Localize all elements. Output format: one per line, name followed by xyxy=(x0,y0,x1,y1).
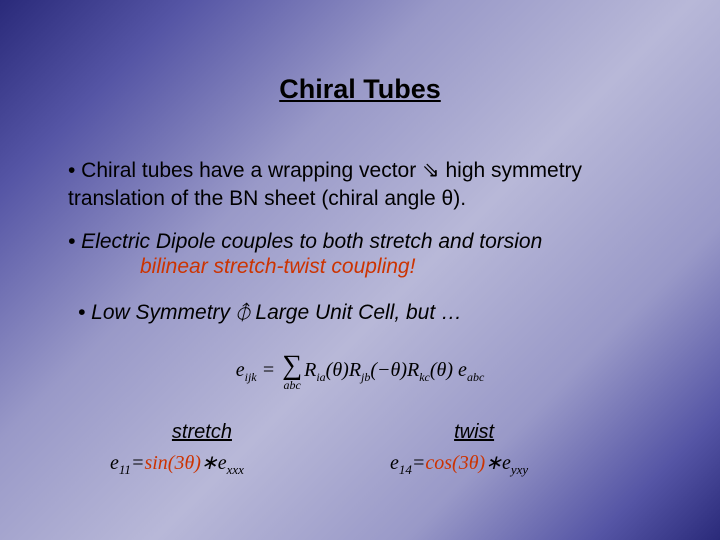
eq-rhs-sub: abc xyxy=(467,370,484,384)
eq-r2: R xyxy=(349,359,361,381)
eq-r1-sub: ia xyxy=(316,370,325,384)
eq-rhs-e: e xyxy=(458,359,467,381)
eq-lhs-sub: ijk xyxy=(245,370,257,384)
eq-r1: R xyxy=(304,359,316,381)
bullet3-post: Large Unit Cell, but … xyxy=(250,301,462,324)
eq-r1-arg: (θ) xyxy=(326,359,349,381)
twist-label: twist xyxy=(420,421,528,444)
stretch-formula: e11=sin(3θ)∗exxx xyxy=(110,450,244,478)
stretch-sub: 11 xyxy=(119,462,131,477)
stretch-e: e xyxy=(110,452,119,474)
eq-r3: R xyxy=(407,359,419,381)
twist-mul: ∗ xyxy=(485,452,502,474)
twist-eq: = xyxy=(412,452,426,474)
twist-fn: cos(3θ) xyxy=(425,452,485,474)
bullet-low-symmetry: • Low Symmetry ⦽ Large Unit Cell, but … xyxy=(78,300,462,325)
stretch-rhs-e: e xyxy=(218,452,227,474)
stretch-rhs-sub: xxx xyxy=(227,462,244,477)
slide: Chiral Tubes • Chiral tubes have a wrapp… xyxy=(0,0,720,540)
twist-rhs-sub: yxy xyxy=(511,462,528,477)
stretch-mul: ∗ xyxy=(201,452,218,474)
eq-sum-under: abc xyxy=(280,378,304,393)
rotation-tensor-equation: eijk = ∑ abc Ria(θ)Rjb(−θ)Rkc(θ) eabc xyxy=(0,350,720,393)
twist-sub: 14 xyxy=(399,462,412,477)
slide-title: Chiral Tubes xyxy=(0,74,720,105)
twist-block: twist e14=cos(3θ)∗eyxy xyxy=(420,421,528,478)
eq-r3-sub: kc xyxy=(419,370,430,384)
off-symmetry-icon: ⇘ xyxy=(422,158,440,182)
bullet-dipole-line2: bilinear stretch-twist coupling! xyxy=(140,253,415,281)
bullet1-pre: • Chiral tubes have a wrapping vector xyxy=(68,159,422,182)
stretch-eq: = xyxy=(131,452,145,474)
eq-r2-arg: (−θ) xyxy=(370,359,407,381)
bullet-wrapping-vector: • Chiral tubes have a wrapping vector ⇘ … xyxy=(68,156,670,214)
stretch-label: stretch xyxy=(160,421,244,444)
stretch-fn: sin(3θ) xyxy=(144,452,200,474)
implies-icon: ⦽ xyxy=(236,300,250,324)
bullet3-pre: • Low Symmetry xyxy=(78,301,236,324)
stretch-block: stretch e11=sin(3θ)∗exxx xyxy=(160,421,244,478)
twist-e: e xyxy=(390,452,399,474)
eq-lhs-e: e xyxy=(236,359,245,381)
eq-r2-sub: jb xyxy=(361,370,370,384)
twist-formula: e14=cos(3θ)∗eyxy xyxy=(390,450,528,478)
eq-equals: = xyxy=(257,359,281,381)
eq-r3-arg: (θ) xyxy=(430,359,458,381)
twist-rhs-e: e xyxy=(502,452,511,474)
